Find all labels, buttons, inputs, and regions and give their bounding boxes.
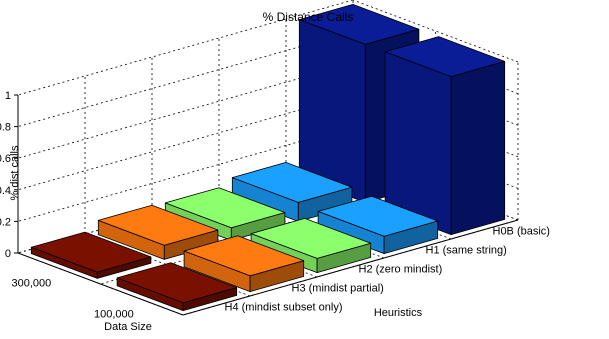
z-axis-label: % dist calls [9,145,21,201]
y-axis-label: Data Size [104,321,152,333]
heuristic-tick-label: H1 (same string) [426,245,507,257]
z-tick-label: 0.4 [0,185,11,197]
z-tick-label: 1 [5,90,11,102]
bar [183,235,305,293]
tick-labels: 0 0.2 0.4 0.6 0.8 1 300,000 100,000 H0B (basic) H… [0,90,550,321]
z-tick-label: 0 [5,248,11,260]
heuristic-tick-label: H4 (mindist subset only) [225,302,343,314]
bar [384,36,506,236]
y-axis [17,252,184,316]
bar [116,262,238,312]
z-tick-label: 0.2 [0,216,11,228]
bar [231,161,353,222]
x-axis-label: Heuristics [374,307,423,319]
bars [30,4,506,312]
x-axis [182,219,519,316]
heuristic-tick-label: H3 (mindist partial) [292,283,384,295]
data-size-tick-label: 100,000 [94,309,134,321]
heuristic-tick-label: H2 (zero mindist) [359,264,443,276]
heuristic-tick-label: H0B (basic) [493,226,550,238]
chart-title: % Distance Calls [263,10,354,24]
bar [97,204,219,260]
z-tick-label: 0.8 [0,122,11,134]
bar [30,231,152,279]
z-tick-label: 0.6 [0,153,11,165]
data-size-tick-label: 300,000 [11,278,51,290]
